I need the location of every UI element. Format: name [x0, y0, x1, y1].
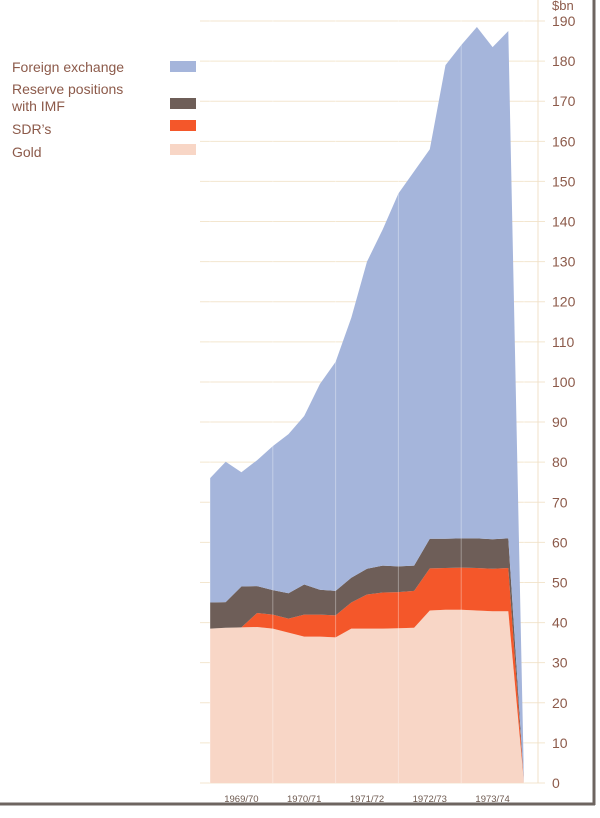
- y-tick-label: 10: [552, 735, 568, 751]
- y-tick-label: 80: [552, 454, 568, 470]
- x-tick-label: 1970/71: [287, 794, 321, 805]
- y-tick-label: 170: [552, 93, 576, 109]
- legend-label: Foreign exchange: [12, 59, 124, 75]
- y-tick-label: 50: [552, 574, 568, 590]
- legend-item-reserve-positions: Reserve positions with IMF: [11, 81, 196, 114]
- legend-label: Gold: [12, 144, 42, 160]
- y-tick-label: 140: [552, 214, 576, 230]
- area-gold: [210, 609, 524, 783]
- legend-item-gold: Gold: [12, 144, 196, 160]
- legend-swatch: [170, 144, 196, 155]
- y-tick-label: 190: [552, 13, 576, 29]
- legend-label: Reserve positions: [12, 81, 123, 97]
- x-tick-label: 1969/70: [224, 794, 258, 805]
- x-tick-label: 1973/74: [475, 794, 509, 805]
- legend-item-sdrs: SDR’s: [12, 120, 196, 137]
- y-tick-label: 160: [552, 133, 576, 149]
- area-sdr-s: [210, 567, 524, 783]
- y-tick-label: 20: [552, 695, 568, 711]
- y-tick-label: 90: [552, 414, 568, 430]
- y-tick-label: 0: [552, 775, 560, 791]
- x-tick-label: 1971/72: [350, 794, 384, 805]
- legend: Foreign exchange Reserve positions with …: [11, 59, 196, 160]
- y-tick-labels: 0 10 20 30 40 50 60 70 80 90 100 110 120 130 140 150 160…: [552, 13, 576, 791]
- y-tick-label: 180: [552, 53, 576, 69]
- y-tick-label: 60: [552, 534, 568, 550]
- legend-item-foreign-exchange: Foreign exchange: [12, 59, 196, 75]
- vertical-gridlines: [209, 20, 525, 783]
- legend-swatch: [170, 120, 196, 131]
- y-tick-label: 120: [552, 294, 576, 310]
- y-tick-label: 70: [552, 494, 568, 510]
- legend-label-line2: with IMF: [11, 98, 65, 114]
- x-tick-labels: 1969/70 1970/71 1971/72 1972/73 1973/74: [224, 794, 510, 805]
- y-tick-label: 150: [552, 173, 576, 189]
- area-foreign-exchange: [210, 27, 524, 783]
- stacked-areas: [210, 27, 524, 783]
- y-tick-label: 30: [552, 655, 568, 671]
- y-tick-label: 110: [552, 334, 575, 350]
- axes: [0, 0, 596, 806]
- legend-label: SDR’s: [12, 121, 51, 137]
- unit-label: $bn: [552, 0, 574, 13]
- x-tick-label: 1972/73: [413, 794, 447, 805]
- area-reserve-positions-with-imf: [210, 538, 524, 783]
- y-tick-label: 100: [552, 374, 576, 390]
- legend-swatch: [170, 61, 196, 72]
- y-tick-label: 40: [552, 615, 568, 631]
- legend-swatch: [170, 98, 196, 109]
- y-tick-label: 130: [552, 254, 576, 270]
